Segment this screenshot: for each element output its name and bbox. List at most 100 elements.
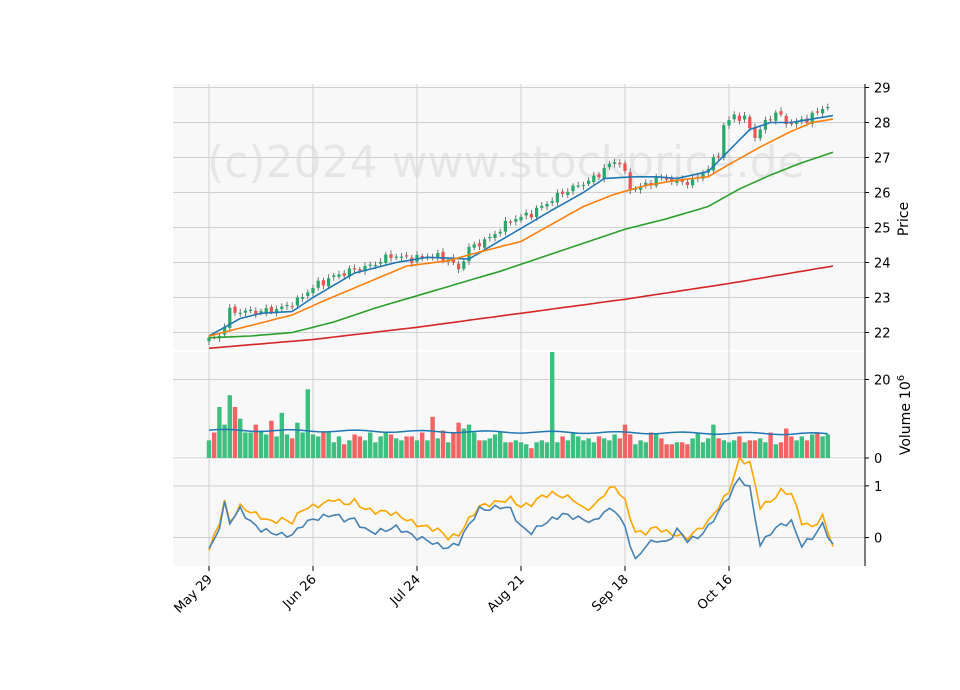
volume-axis-label-text: Volume xyxy=(898,403,914,455)
volume-bar xyxy=(820,436,825,458)
candle-body xyxy=(545,203,549,207)
volume-bar xyxy=(534,442,539,458)
candle xyxy=(332,272,336,281)
candle xyxy=(576,181,580,189)
candle xyxy=(581,181,586,190)
volume-bar xyxy=(773,444,779,458)
volume-bar xyxy=(284,434,290,458)
candle xyxy=(472,241,476,251)
candle xyxy=(352,264,357,274)
volume-bar xyxy=(591,442,597,458)
candle xyxy=(342,269,346,280)
volume-bar xyxy=(513,440,519,458)
candle xyxy=(586,177,591,186)
candle xyxy=(503,217,508,236)
candle xyxy=(264,304,268,317)
candle xyxy=(248,306,253,314)
price-tick-label: 29 xyxy=(874,82,891,97)
volume-bar xyxy=(451,432,456,458)
price-axis-label: Price xyxy=(896,202,912,236)
candle-body xyxy=(586,180,591,184)
candle xyxy=(399,253,404,262)
volume-bar xyxy=(326,432,331,458)
candle xyxy=(316,277,320,291)
candle xyxy=(722,122,726,161)
volume-bar xyxy=(362,440,368,458)
candle-body xyxy=(690,179,695,186)
volume-bar xyxy=(601,438,607,458)
candle xyxy=(623,160,627,175)
volume-bar xyxy=(471,432,477,458)
candle-body xyxy=(534,207,539,217)
candle xyxy=(690,175,695,189)
volume-bar xyxy=(586,438,591,458)
candle-body xyxy=(581,184,586,187)
candle-body xyxy=(207,337,211,342)
volume-bar xyxy=(378,436,383,458)
candle xyxy=(493,230,497,242)
volume-bar xyxy=(279,412,285,458)
candle-body xyxy=(306,292,310,296)
volume-bar xyxy=(529,448,534,458)
volume-bar xyxy=(653,434,659,458)
candle xyxy=(758,126,762,142)
candle-body xyxy=(638,186,643,190)
candle-body xyxy=(462,261,466,269)
candle-body xyxy=(508,221,513,223)
volume-bar xyxy=(633,444,638,458)
volume-bar xyxy=(721,440,727,458)
volume-bar xyxy=(731,440,737,458)
volume-bar xyxy=(669,444,675,458)
candle-body xyxy=(290,305,294,308)
candle xyxy=(555,189,560,206)
candle xyxy=(337,270,341,280)
candle-body xyxy=(488,236,492,239)
candle xyxy=(737,112,742,125)
candle-body xyxy=(566,191,570,195)
candle-body xyxy=(238,312,242,314)
volume-bar xyxy=(638,440,643,458)
price-tick-label: 26 xyxy=(874,187,891,202)
volume-bar xyxy=(549,352,555,458)
candle xyxy=(508,219,513,226)
ma-long-line xyxy=(208,265,834,350)
volume-bar xyxy=(232,406,238,458)
candle xyxy=(290,302,294,310)
candle xyxy=(732,111,736,123)
candle xyxy=(274,305,279,317)
ma-fast-line xyxy=(208,114,834,337)
volume-bar xyxy=(815,432,820,458)
volume-bar xyxy=(419,432,425,458)
candle xyxy=(285,301,289,310)
candle xyxy=(612,158,617,168)
volume-bar xyxy=(544,442,550,458)
candle xyxy=(618,159,622,168)
candle xyxy=(607,160,612,171)
oscillator-panel-bg xyxy=(173,460,865,566)
volume-bar xyxy=(627,434,633,458)
candle-body xyxy=(493,234,497,239)
volume-bar xyxy=(539,440,545,458)
price-tick-label: 23 xyxy=(874,292,891,307)
candle-body xyxy=(233,306,237,313)
candle-body xyxy=(503,220,508,232)
volume-bar xyxy=(258,430,264,458)
volume-ma xyxy=(208,428,828,436)
candle xyxy=(784,113,788,128)
x-tick-label: Aug 21 xyxy=(485,572,528,615)
candle-body xyxy=(378,261,383,264)
volume-bar xyxy=(206,440,212,458)
volume-bar xyxy=(487,438,493,458)
candle-body xyxy=(243,310,248,313)
x-tick-label: May 29 xyxy=(172,572,216,616)
volume-bar xyxy=(295,422,300,458)
candle xyxy=(685,179,690,189)
candle xyxy=(670,175,674,186)
candle-body xyxy=(748,116,752,129)
candle xyxy=(436,249,440,262)
volume-bar xyxy=(321,432,326,458)
candle xyxy=(456,260,461,274)
candle xyxy=(295,295,300,310)
volume-axis-exponent: 6 xyxy=(896,375,907,381)
candle-body xyxy=(628,172,632,191)
